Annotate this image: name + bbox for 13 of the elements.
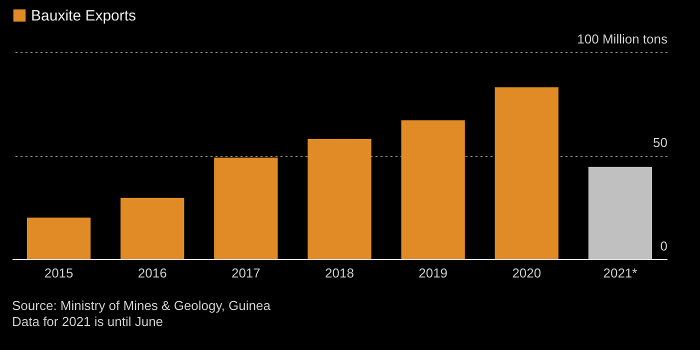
source-note: Source: Ministry of Mines & Geology, Guinea bbox=[12, 298, 272, 314]
x-tick-label: 2017 bbox=[231, 266, 260, 280]
x-tick-label: 2021* bbox=[603, 266, 638, 280]
legend-label: Bauxite Exports bbox=[31, 8, 136, 24]
x-tick-label: 2015 bbox=[44, 266, 74, 280]
x-tick-label: 2016 bbox=[138, 266, 167, 280]
text: Data for 2021 is until June bbox=[12, 314, 164, 330]
x-tick-label: 2019 bbox=[418, 266, 448, 280]
y-tick-label: 100 Million tons bbox=[577, 32, 668, 46]
x-tick-label: 2018 bbox=[325, 266, 354, 280]
y-tick-label: 50 bbox=[653, 135, 668, 150]
y-tick-label: 0 bbox=[660, 238, 668, 254]
x-tick-label: 2020 bbox=[512, 266, 542, 280]
